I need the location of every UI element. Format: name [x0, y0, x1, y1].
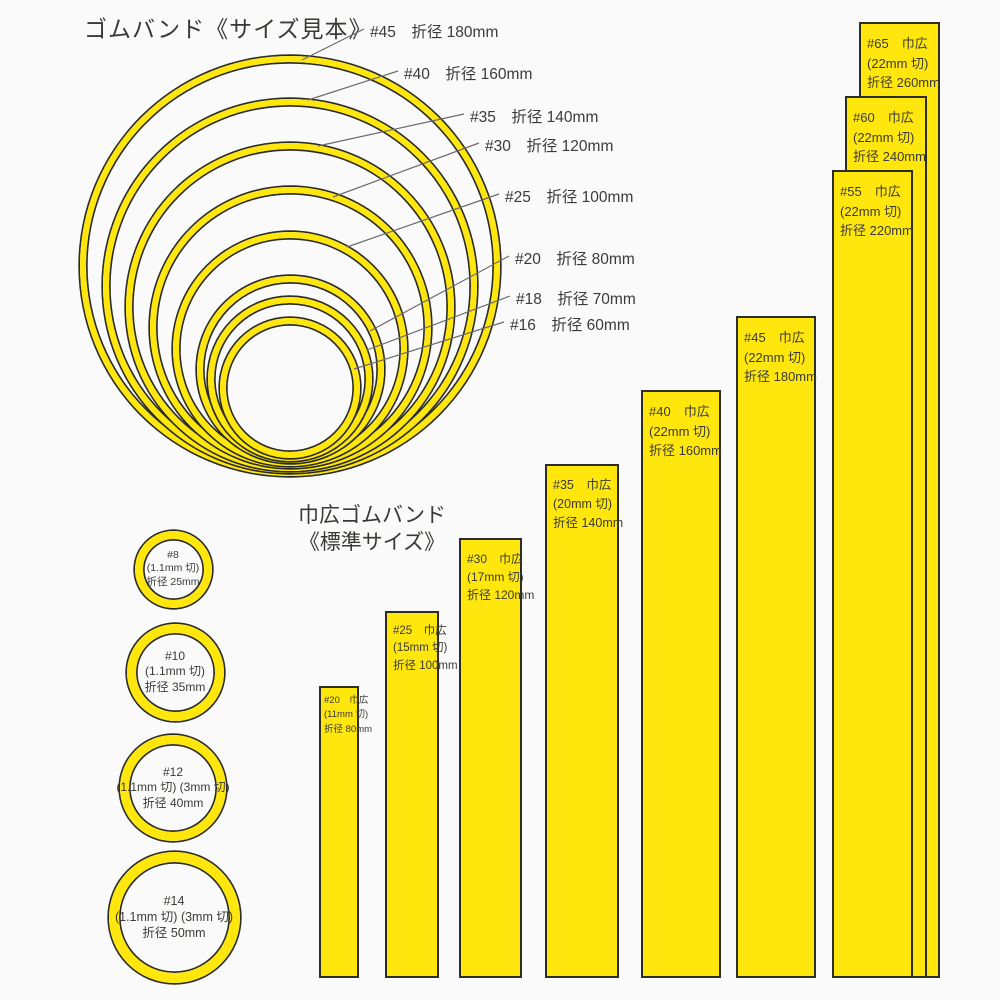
- small-ring-10: [126, 623, 224, 721]
- ring-size-label-45: #45 折径 180mm: [370, 24, 499, 41]
- bar-label-line: 折径 80mm: [324, 723, 373, 735]
- bar-label-line: (22mm 切): [649, 423, 711, 439]
- small-ring-label-line: (1.1mm 切): [144, 664, 205, 679]
- bar-label-line: #40 巾広: [649, 404, 710, 419]
- bar-label-line: 折径 180mm: [744, 369, 817, 384]
- small-ring-label-line: (1.1mm 切) (3mm 切): [116, 780, 230, 795]
- bar-label-line: #65 巾広: [867, 36, 928, 51]
- ring-size-label-30: #30 折径 120mm: [485, 138, 614, 155]
- leader-line-30: [332, 142, 480, 198]
- small-ring-label-line: 折径 40mm: [142, 795, 204, 810]
- wide-band-title: 巾広ゴムバンド 《標準サイズ》: [272, 503, 472, 557]
- bar-label-line: #35 巾広: [553, 478, 612, 492]
- wide-band-bar-25: #25 巾広 (15mm 切) 折径 100mm: [385, 611, 458, 978]
- small-ring-label-line: 折径 25mm: [146, 575, 200, 588]
- ring-size-label-40: #40 折径 160mm: [404, 66, 533, 83]
- small-ring-14: [108, 851, 240, 983]
- bar-label-line: #45 巾広: [744, 330, 805, 345]
- size-ring-16: [220, 318, 360, 458]
- size-ring-45: [80, 56, 500, 476]
- bar-label-line: #30 巾広: [467, 552, 524, 566]
- page-title: ゴムバンド《サイズ見本》: [84, 16, 373, 42]
- wide-band-bar-55: #55 巾広 (22mm 切) 折径 220mm: [832, 170, 913, 978]
- leader-line-18: [366, 295, 511, 351]
- leader-line-16: [353, 321, 505, 370]
- wide-band-bar-40: #40 巾広 (22mm 切) 折径 160mm: [641, 390, 722, 978]
- bar-label-line: #60 巾広: [853, 110, 914, 125]
- ring-size-label-25: #25 折径 100mm: [505, 189, 634, 206]
- bar-label-line: 折径 220mm: [840, 223, 913, 238]
- bar-label-line: (22mm 切): [853, 129, 915, 145]
- bar-label-line: (22mm 切): [840, 203, 902, 219]
- ring-size-label-35: #35 折径 140mm: [470, 109, 599, 126]
- bar-label-line: (22mm 切): [867, 55, 929, 71]
- leader-line-40: [307, 70, 399, 101]
- wide-band-title-line2: 《標準サイズ》: [298, 530, 446, 554]
- ring-size-label-18: #18 折径 70mm: [516, 291, 636, 308]
- leader-line-20: [369, 255, 510, 332]
- leader-line-35: [317, 113, 465, 147]
- small-ring-label-line: 折径 35mm: [144, 679, 206, 694]
- wide-band-bar-20: #20 巾広 (11mm 切) 折径 80mm: [319, 686, 373, 978]
- small-ring-label-10: #10 (1.1mm 切) 折径 35mm: [127, 624, 224, 721]
- bar-label-line: (11mm 切): [324, 709, 369, 721]
- small-ring-label-14: #14 (1.1mm 切) (3mm 切) 折径 50mm: [109, 852, 240, 983]
- small-ring-8: [134, 530, 212, 608]
- small-ring-label-line: #10: [164, 648, 186, 663]
- bar-label-line: 折径 260mm: [867, 75, 940, 90]
- bar-label-line: (20mm 切): [553, 496, 613, 511]
- small-ring-label-line: 折径 50mm: [142, 926, 206, 941]
- small-ring-label-line: (1.1mm 切): [146, 562, 200, 575]
- bar-label-line: 折径 160mm: [649, 443, 722, 458]
- bar-label-line: (17mm 切): [467, 570, 524, 584]
- small-ring-label-line: #14: [163, 893, 185, 908]
- bar-label-line: #20 巾広: [324, 695, 369, 706]
- wide-band-bar-35: #35 巾広 (20mm 切) 折径 140mm: [545, 464, 624, 978]
- bar-label-line: (22mm 切): [744, 349, 806, 365]
- leader-line-25: [346, 193, 500, 248]
- small-ring-label-line: #12: [162, 764, 184, 779]
- bar-label-line: #55 巾広: [840, 184, 901, 199]
- bar-label-line: 折径 240mm: [853, 149, 926, 164]
- ring-size-label-16: #16 折径 60mm: [510, 317, 630, 334]
- leader-line-45: [301, 28, 365, 61]
- small-ring-12: [120, 735, 226, 841]
- small-ring-label-12: #12 (1.1mm 切) (3mm 切) 折径 40mm: [116, 735, 229, 841]
- wide-band-bar-30: #30 巾広 (17mm 切) 折径 120mm: [459, 538, 534, 978]
- wide-band-bar-45: #45 巾広 (22mm 切) 折径 180mm: [736, 316, 817, 978]
- small-ring-label-8: #8 (1.1mm 切) 折径 25mm: [135, 531, 212, 608]
- wide-band-title-line1: 巾広ゴムバンド: [297, 504, 447, 527]
- small-ring-label-line: #8: [167, 548, 179, 561]
- bar-label-line: 折径 140mm: [553, 515, 624, 530]
- ring-size-label-20: #20 折径 80mm: [515, 251, 635, 268]
- small-ring-label-line: (1.1mm 切) (3mm 切): [114, 909, 234, 924]
